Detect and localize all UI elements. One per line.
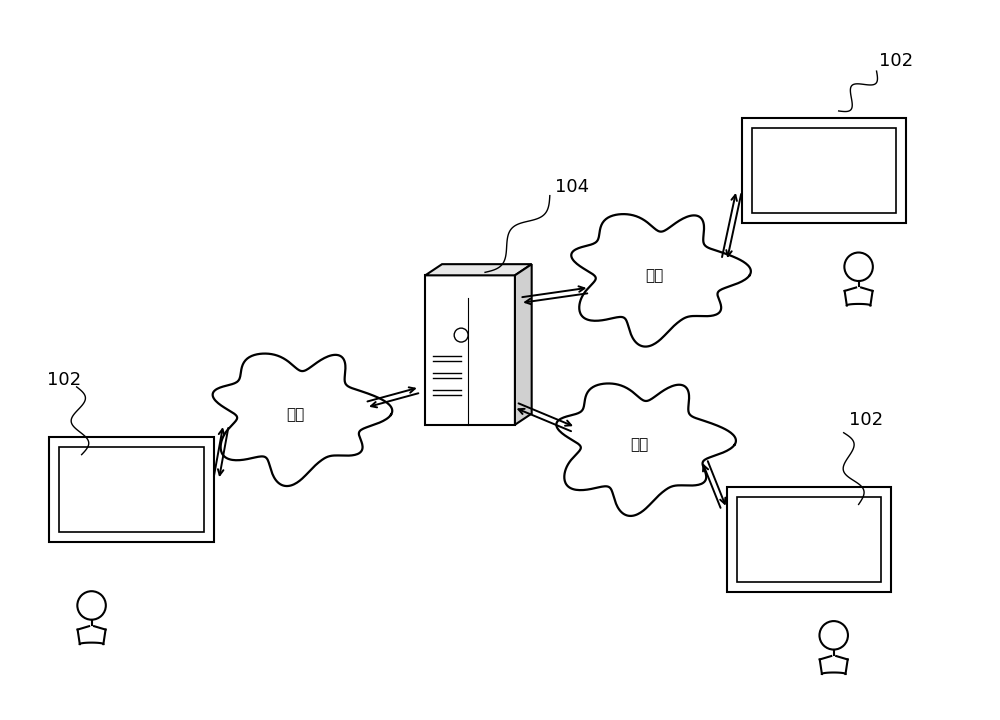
Polygon shape xyxy=(571,214,751,346)
Text: 网络: 网络 xyxy=(645,268,664,283)
Text: 102: 102 xyxy=(879,52,913,70)
Bar xyxy=(752,128,896,213)
Text: 102: 102 xyxy=(47,371,81,389)
Text: 网络: 网络 xyxy=(287,408,305,423)
Polygon shape xyxy=(213,354,392,486)
Bar xyxy=(727,487,891,592)
Text: 104: 104 xyxy=(555,178,589,196)
Text: 网络: 网络 xyxy=(630,437,649,452)
Polygon shape xyxy=(556,384,736,516)
Bar xyxy=(742,118,906,223)
Text: 102: 102 xyxy=(849,410,883,428)
Bar xyxy=(737,497,881,582)
Polygon shape xyxy=(425,264,532,275)
Bar xyxy=(425,275,515,425)
Bar xyxy=(59,447,204,532)
Polygon shape xyxy=(515,264,532,425)
Bar xyxy=(49,437,214,541)
